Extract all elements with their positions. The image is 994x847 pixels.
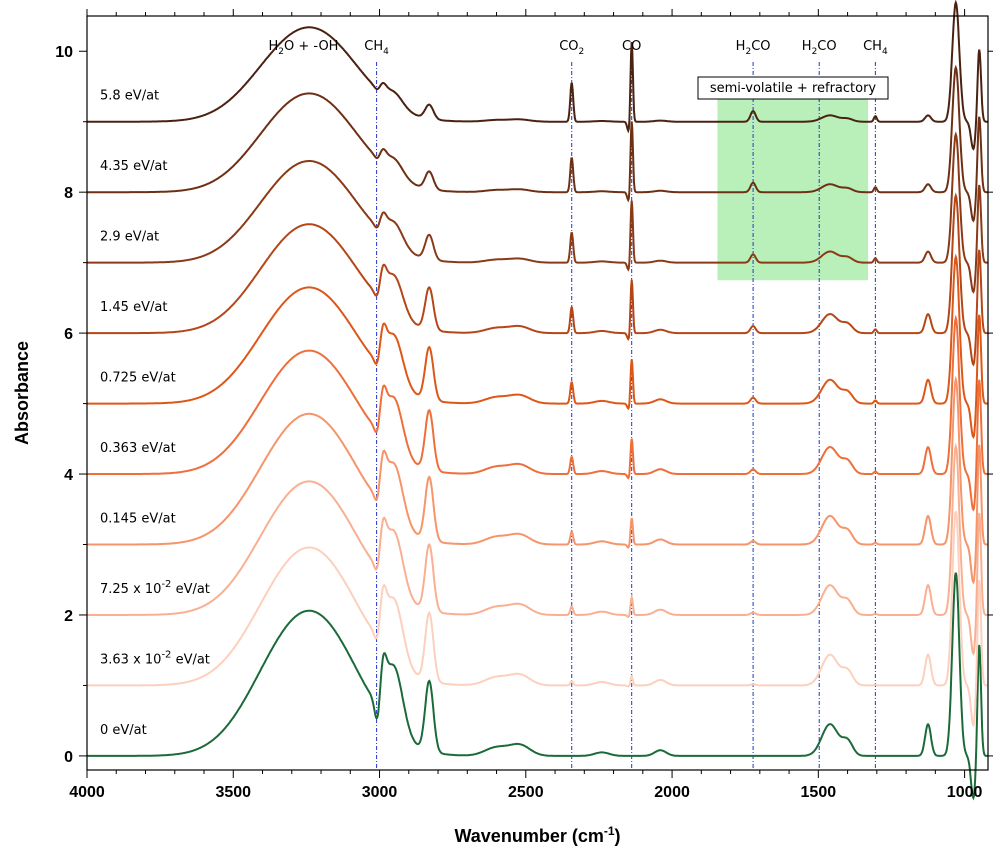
y-tick-label-0: 0 <box>64 749 73 766</box>
annotation-sub-2: 2 <box>579 47 585 57</box>
y-tick-label-2: 4 <box>64 467 73 484</box>
series-label-3: 0.145 eV/at <box>100 512 176 527</box>
series-label-6: 1.45 eV/at <box>100 300 167 315</box>
guide-layer <box>376 62 876 770</box>
series-line-5 <box>87 253 988 440</box>
series-label-5: 0.725 eV/at <box>100 371 176 386</box>
y-tick-label-1: 2 <box>64 608 73 625</box>
x-tick-label-6: 1000 <box>947 784 983 801</box>
annotation-sub-0: 2 <box>278 47 284 57</box>
series-label-sup-2: -2 <box>161 579 171 590</box>
series-label-0: 0 eV/at <box>100 723 147 738</box>
annotation-4: H2CO <box>736 39 771 57</box>
series-label-1: 3.63 x 10-2 eV/at <box>100 649 210 667</box>
x-axis-title-sup: -1 <box>604 824 615 838</box>
x-tick-label-5: 1500 <box>801 784 837 801</box>
series-label-end-2: eV/at <box>171 582 209 597</box>
series-layer <box>87 0 988 801</box>
series-label-2: 7.25 x 10-2 eV/at <box>100 579 210 597</box>
series-line-9 <box>87 0 988 151</box>
x-tick-label-4: 2000 <box>654 784 690 801</box>
series-label-9: 5.8 eV/at <box>100 89 159 104</box>
series-label-end-1: eV/at <box>171 652 209 667</box>
y-tick-label-4: 8 <box>64 185 73 202</box>
x-tick-label-3: 2500 <box>508 784 544 801</box>
series-label-8: 4.35 eV/at <box>100 159 167 174</box>
annotation-end-0: O + -OH <box>284 39 338 54</box>
annotation-1: CH4 <box>364 39 389 57</box>
annotation-sub-1: 4 <box>383 47 389 57</box>
x-tick-label-1: 3500 <box>215 784 251 801</box>
axis-layer: 4000 3500 3000 2500 2000 1500 1000 0 2 4 6 8 10 Waven… <box>12 9 993 846</box>
annotation-3: CO <box>622 39 641 54</box>
highlight-label: semi-volatile + refractory <box>710 81 877 96</box>
x-axis-title-end: ) <box>615 826 621 846</box>
series-line-2 <box>87 442 988 656</box>
plot-frame <box>86 15 989 771</box>
annotation-5: H2CO <box>802 39 837 57</box>
series-line-7 <box>87 131 988 294</box>
annotation-sub-5: 2 <box>812 47 818 57</box>
series-label-sup-1: -2 <box>161 649 171 660</box>
highlight-label-box <box>697 76 889 100</box>
label-layer: 0 eV/at 3.63 x 10-2 eV/at 7.25 x 10-2 eV/a… <box>100 39 889 738</box>
annotation-0: H2O + -OH <box>268 39 338 57</box>
annotation-end-4: CO <box>751 39 770 54</box>
series-line-3 <box>87 375 988 585</box>
annotation-2: CO2 <box>559 39 584 57</box>
y-tick-label-3: 6 <box>64 326 73 343</box>
series-line-4 <box>87 314 988 512</box>
series-line-8 <box>87 64 988 223</box>
annotation-sub-6: 4 <box>882 47 888 57</box>
annotation-end-5: CO <box>817 39 836 54</box>
series-line-0 <box>87 572 988 801</box>
y-tick-label-5: 10 <box>55 44 73 61</box>
annotation-sub-4: 2 <box>745 47 751 57</box>
x-tick-label-2: 3000 <box>362 784 398 801</box>
x-tick-label-0: 4000 <box>69 784 105 801</box>
annotation-6: CH4 <box>863 39 888 57</box>
x-axis-title: Wavenumber (cm-1) <box>454 824 620 846</box>
series-line-1 <box>87 511 988 728</box>
series-line-6 <box>87 192 988 367</box>
y-axis-title: Absorbance <box>12 341 32 445</box>
series-label-4: 0.363 eV/at <box>100 441 176 456</box>
series-label-7: 2.9 eV/at <box>100 230 159 245</box>
